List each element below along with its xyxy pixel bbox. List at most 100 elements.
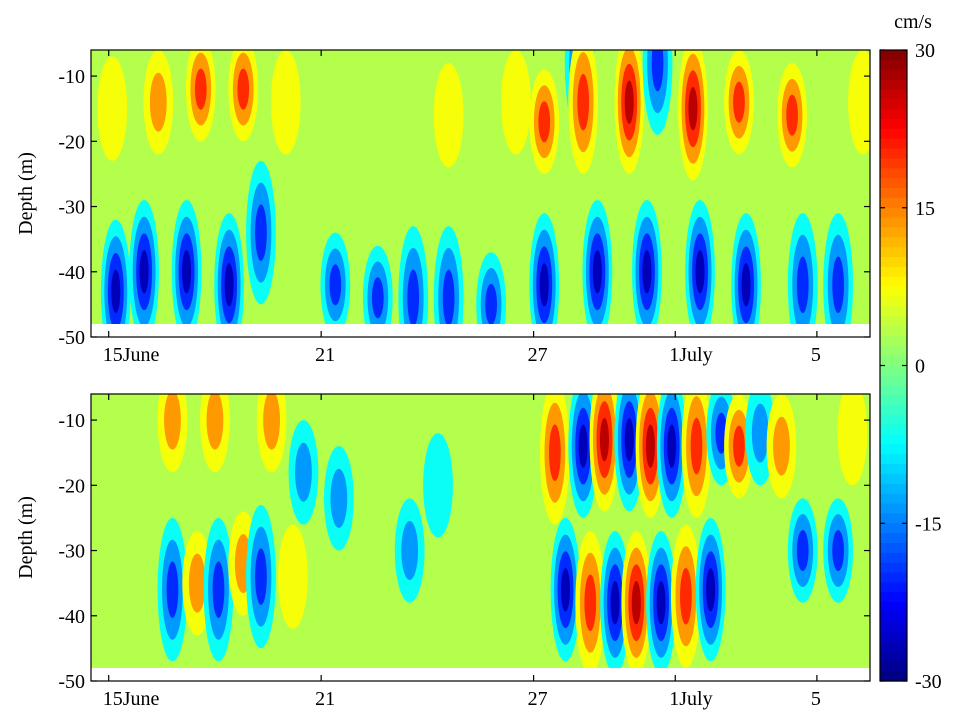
- x-tick: 27: [528, 50, 548, 366]
- contour-feature: [97, 56, 128, 161]
- contour-feature: [394, 498, 425, 603]
- contour-feature: [214, 213, 244, 324]
- y-tick-label: -40: [58, 606, 85, 628]
- colorbar-band: [880, 631, 907, 643]
- contour-feature: [582, 200, 613, 324]
- colorbar-band: [880, 50, 907, 61]
- colorbar-band: [880, 552, 907, 564]
- contour-feature: [568, 50, 599, 174]
- top-contour-field: [91, 50, 870, 324]
- contour-feature: [529, 69, 560, 174]
- contour-feature: [589, 394, 620, 512]
- colorbar-band: [880, 316, 907, 327]
- colorbar-band: [880, 483, 907, 495]
- contour-feature: [823, 498, 854, 603]
- x-tick-label: 15June: [103, 688, 160, 710]
- contour-feature: [501, 50, 531, 155]
- contour-feature: [143, 50, 174, 155]
- colorbar-band: [880, 128, 907, 140]
- x-tick: 27: [528, 394, 548, 710]
- contour-feature: [642, 50, 673, 135]
- colorbar-tick: -15: [880, 513, 942, 535]
- colorbar-band: [880, 582, 907, 593]
- colorbar-tick-label: 0: [915, 356, 925, 378]
- colorbar-band: [880, 109, 907, 120]
- colorbar-gradient: [880, 50, 907, 682]
- colorbar-band: [880, 335, 907, 347]
- contour-feature: [157, 394, 188, 473]
- contour-feature: [777, 63, 807, 168]
- contour-feature: [157, 517, 188, 662]
- colorbar-band: [880, 592, 907, 603]
- x-tick: 5: [811, 394, 821, 710]
- x-tick-label: 21: [315, 688, 335, 710]
- colorbar-tick: 15: [880, 198, 935, 220]
- top-y-axis: -10 -20 -30 -40 -50: [58, 66, 870, 349]
- x-tick-label: 21: [315, 344, 335, 366]
- contour-feature: [678, 50, 708, 181]
- contour-feature: [200, 394, 230, 473]
- x-tick: 15June: [103, 50, 159, 366]
- bottom-panel: -10 -20 -30 -40 -50 15June 21 27 1July 5 Depth (…: [15, 393, 871, 710]
- contour-feature: [398, 226, 429, 324]
- contour-feature: [433, 226, 464, 324]
- contour-feature: [246, 504, 276, 649]
- colorbar-band: [880, 276, 907, 288]
- colorbar: 30 15 0 -15 -30 cm/s: [879, 11, 942, 693]
- y-tick-label: -50: [58, 327, 85, 349]
- colorbar-band: [880, 148, 907, 160]
- colorbar-band: [880, 444, 907, 455]
- contour-feature: [695, 517, 726, 662]
- colorbar-band: [880, 493, 907, 505]
- colorbar-band: [880, 99, 907, 110]
- contour-feature: [787, 213, 818, 324]
- x-tick: 1July: [669, 50, 713, 366]
- y-tick: -30: [58, 541, 870, 563]
- colorbar-band: [880, 326, 907, 337]
- contour-feature: [539, 394, 570, 525]
- colorbar-band: [880, 523, 907, 534]
- colorbar-band: [880, 404, 907, 416]
- x-tick: 15June: [103, 394, 160, 710]
- colorbar-band: [880, 158, 907, 169]
- contour-feature: [724, 50, 754, 155]
- bottom-y-axis: -10 -20 -30 -40 -50: [58, 410, 870, 693]
- colorbar-band: [880, 651, 907, 662]
- top-plot-frame: [90, 49, 871, 338]
- colorbar-tick: -30: [880, 671, 942, 693]
- x-tick: 1July: [669, 394, 713, 710]
- colorbar-band: [880, 247, 907, 258]
- colorbar-band: [880, 562, 907, 574]
- contour-feature: [766, 394, 797, 499]
- contour-feature: [656, 394, 687, 518]
- colorbar-tick-label: -30: [915, 671, 942, 693]
- y-tick: -30: [58, 197, 870, 219]
- bottom-plot-frame: [90, 393, 871, 682]
- contour-feature: [787, 498, 818, 603]
- contour-feature: [823, 213, 853, 324]
- colorbar-band: [880, 119, 907, 130]
- contour-feature: [423, 433, 453, 538]
- y-tick: -50: [58, 671, 870, 693]
- y-tick: -40: [58, 606, 870, 628]
- colorbar-band: [880, 296, 907, 307]
- contour-feature: [246, 160, 276, 305]
- y-tick-label: -50: [58, 671, 85, 693]
- contour-feature: [550, 517, 581, 662]
- contour-feature: [320, 232, 351, 324]
- colorbar-band: [880, 572, 907, 584]
- contour-feature: [203, 517, 234, 662]
- colorbar-band: [880, 168, 907, 179]
- colorbar-band: [880, 611, 907, 623]
- colorbar-band: [880, 434, 907, 445]
- colorbar-band: [880, 178, 907, 189]
- colorbar-band: [880, 355, 907, 367]
- contour-feature: [171, 200, 202, 324]
- contour-feature: [614, 50, 645, 174]
- colorbar-band: [880, 365, 907, 376]
- contour-feature: [575, 530, 606, 668]
- colorbar-band: [880, 414, 907, 426]
- contour-feature: [848, 50, 870, 155]
- colorbar-band: [880, 89, 907, 100]
